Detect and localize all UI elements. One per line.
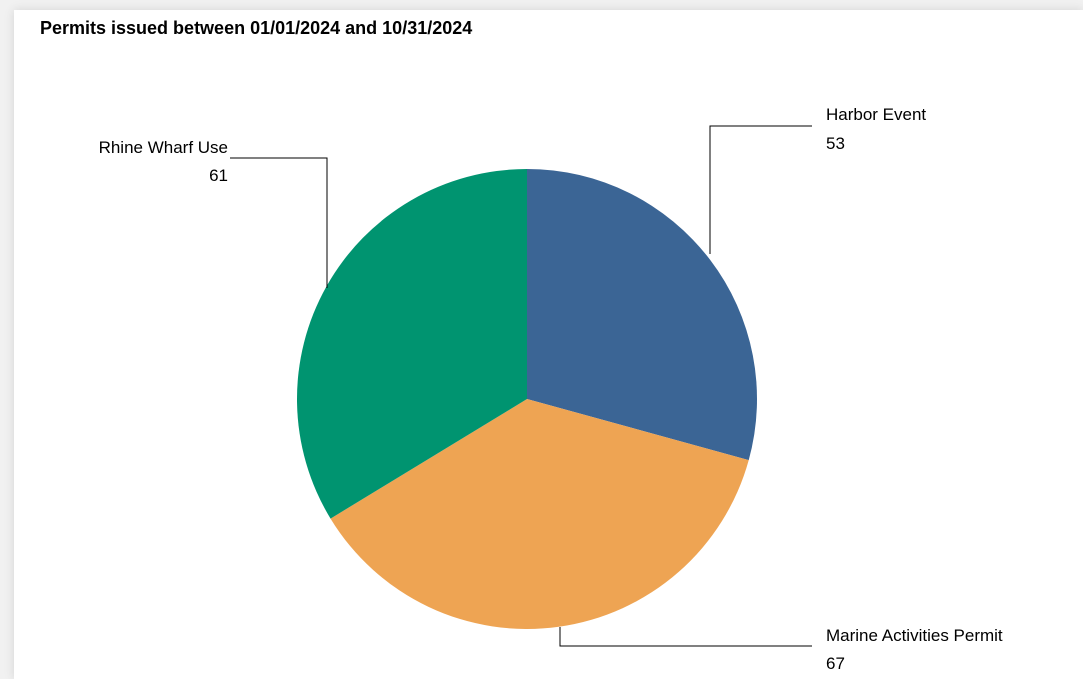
slice-label-rhine-wharf-use: Rhine Wharf Use — [99, 138, 228, 157]
pie-slice-harbor-event — [527, 169, 758, 461]
slice-labels: Harbor Event 53 Marine Activities Permit 67… — [99, 105, 1003, 673]
chart-title: Permits issued between 01/01/2024 and 10… — [40, 18, 473, 38]
slice-value-harbor-event: 53 — [826, 134, 845, 153]
slice-value-rhine-wharf-use: 61 — [209, 166, 228, 185]
slice-value-marine-activities-permit: 67 — [826, 654, 845, 673]
leader-line-rhine-wharf-use — [230, 157, 328, 288]
leader-lines — [230, 125, 812, 647]
leader-line-marine-activities-permit — [559, 627, 812, 647]
slice-label-marine-activities-permit: Marine Activities Permit — [826, 626, 1003, 645]
pie-slices — [297, 169, 758, 630]
leader-line-harbor-event — [709, 125, 812, 254]
pie-slice-marine-activities-permit — [330, 399, 749, 630]
slice-label-harbor-event: Harbor Event — [826, 105, 926, 124]
pie-slice-rhine-wharf-use — [297, 169, 527, 519]
